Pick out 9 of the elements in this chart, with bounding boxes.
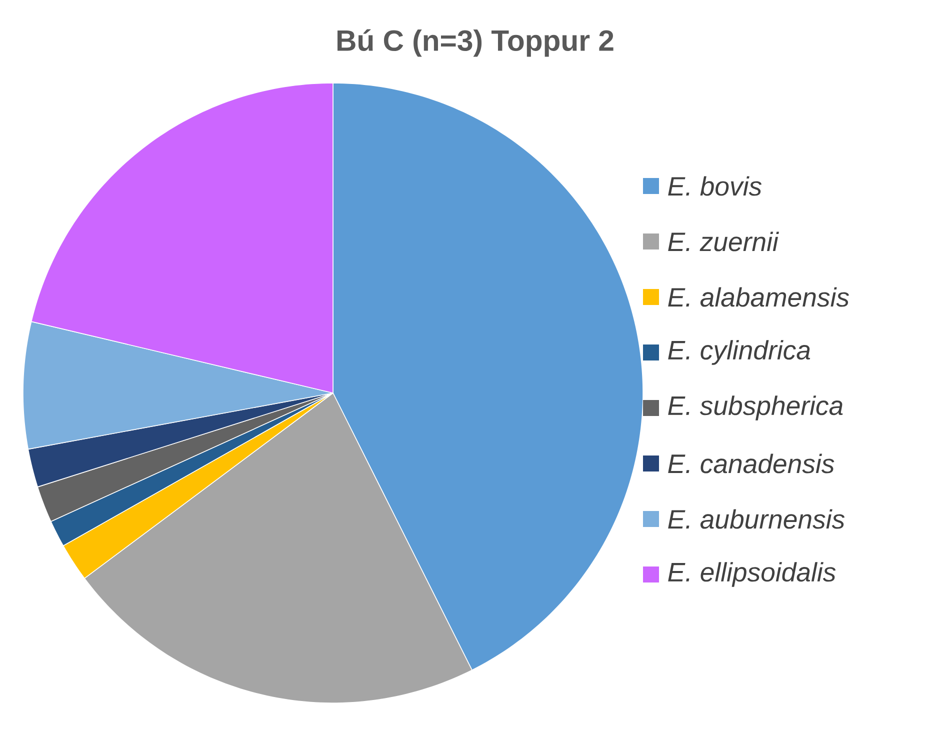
legend-label: E. subspherica [668, 396, 843, 420]
legend-label: E. canadensis [668, 454, 834, 474]
legend-label: E. auburnensis [668, 509, 845, 529]
legend-label: E. cylindrica [668, 340, 810, 365]
legend-label: E. ellipsoidalis [668, 562, 836, 587]
chart-title: Bú C (n=3) Toppur 2 [338, 29, 614, 57]
legend-label: E. bovis [668, 176, 762, 196]
legend-label: E. alabamensis [668, 287, 849, 307]
legend-label: E. zuernii [668, 232, 779, 252]
